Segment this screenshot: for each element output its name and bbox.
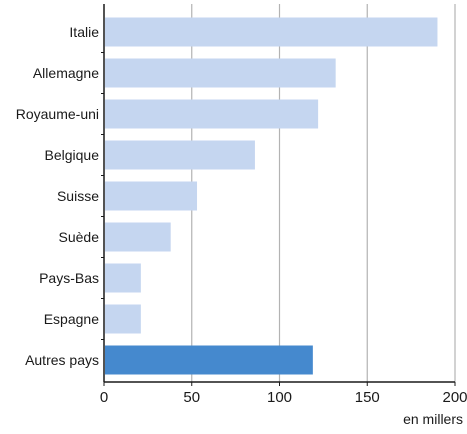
category-label-pays-bas: Pays-Bas	[39, 270, 99, 286]
axes	[101, 4, 456, 386]
category-label-royaume-uni: Royaume-uni	[16, 106, 99, 122]
x-tick-label-150: 150	[355, 389, 380, 406]
tick-labels: 0 50 100 150 200	[100, 389, 467, 406]
category-label-suisse: Suisse	[57, 188, 99, 204]
bar-suisse	[105, 181, 198, 211]
x-tick-label-50: 50	[183, 389, 200, 406]
category-label-suede: Suède	[59, 229, 100, 245]
unit-label: en millers	[403, 411, 463, 427]
category-label-belgique: Belgique	[45, 147, 100, 163]
bar-autres-pays	[105, 345, 313, 375]
bar-suede	[105, 222, 171, 252]
bar-espagne	[105, 304, 141, 334]
bar-italie	[105, 17, 438, 47]
bar-allemagne	[105, 58, 336, 88]
bar-royaume-uni	[105, 99, 319, 129]
category-label-italie: Italie	[69, 24, 99, 40]
category-label-allemagne: Allemagne	[33, 65, 99, 81]
x-tick-label-100: 100	[267, 389, 292, 406]
x-tick-label-200: 200	[442, 389, 467, 406]
x-tick-label-0: 0	[100, 389, 108, 406]
bars	[105, 17, 438, 375]
category-label-espagne: Espagne	[44, 311, 99, 327]
bar-pays-bas	[105, 263, 141, 293]
bar-belgique	[105, 140, 255, 170]
category-label-autres-pays: Autres pays	[25, 352, 99, 368]
category-labels: Italie Allemagne Royaume-uni Belgique Suisse…	[16, 24, 99, 368]
